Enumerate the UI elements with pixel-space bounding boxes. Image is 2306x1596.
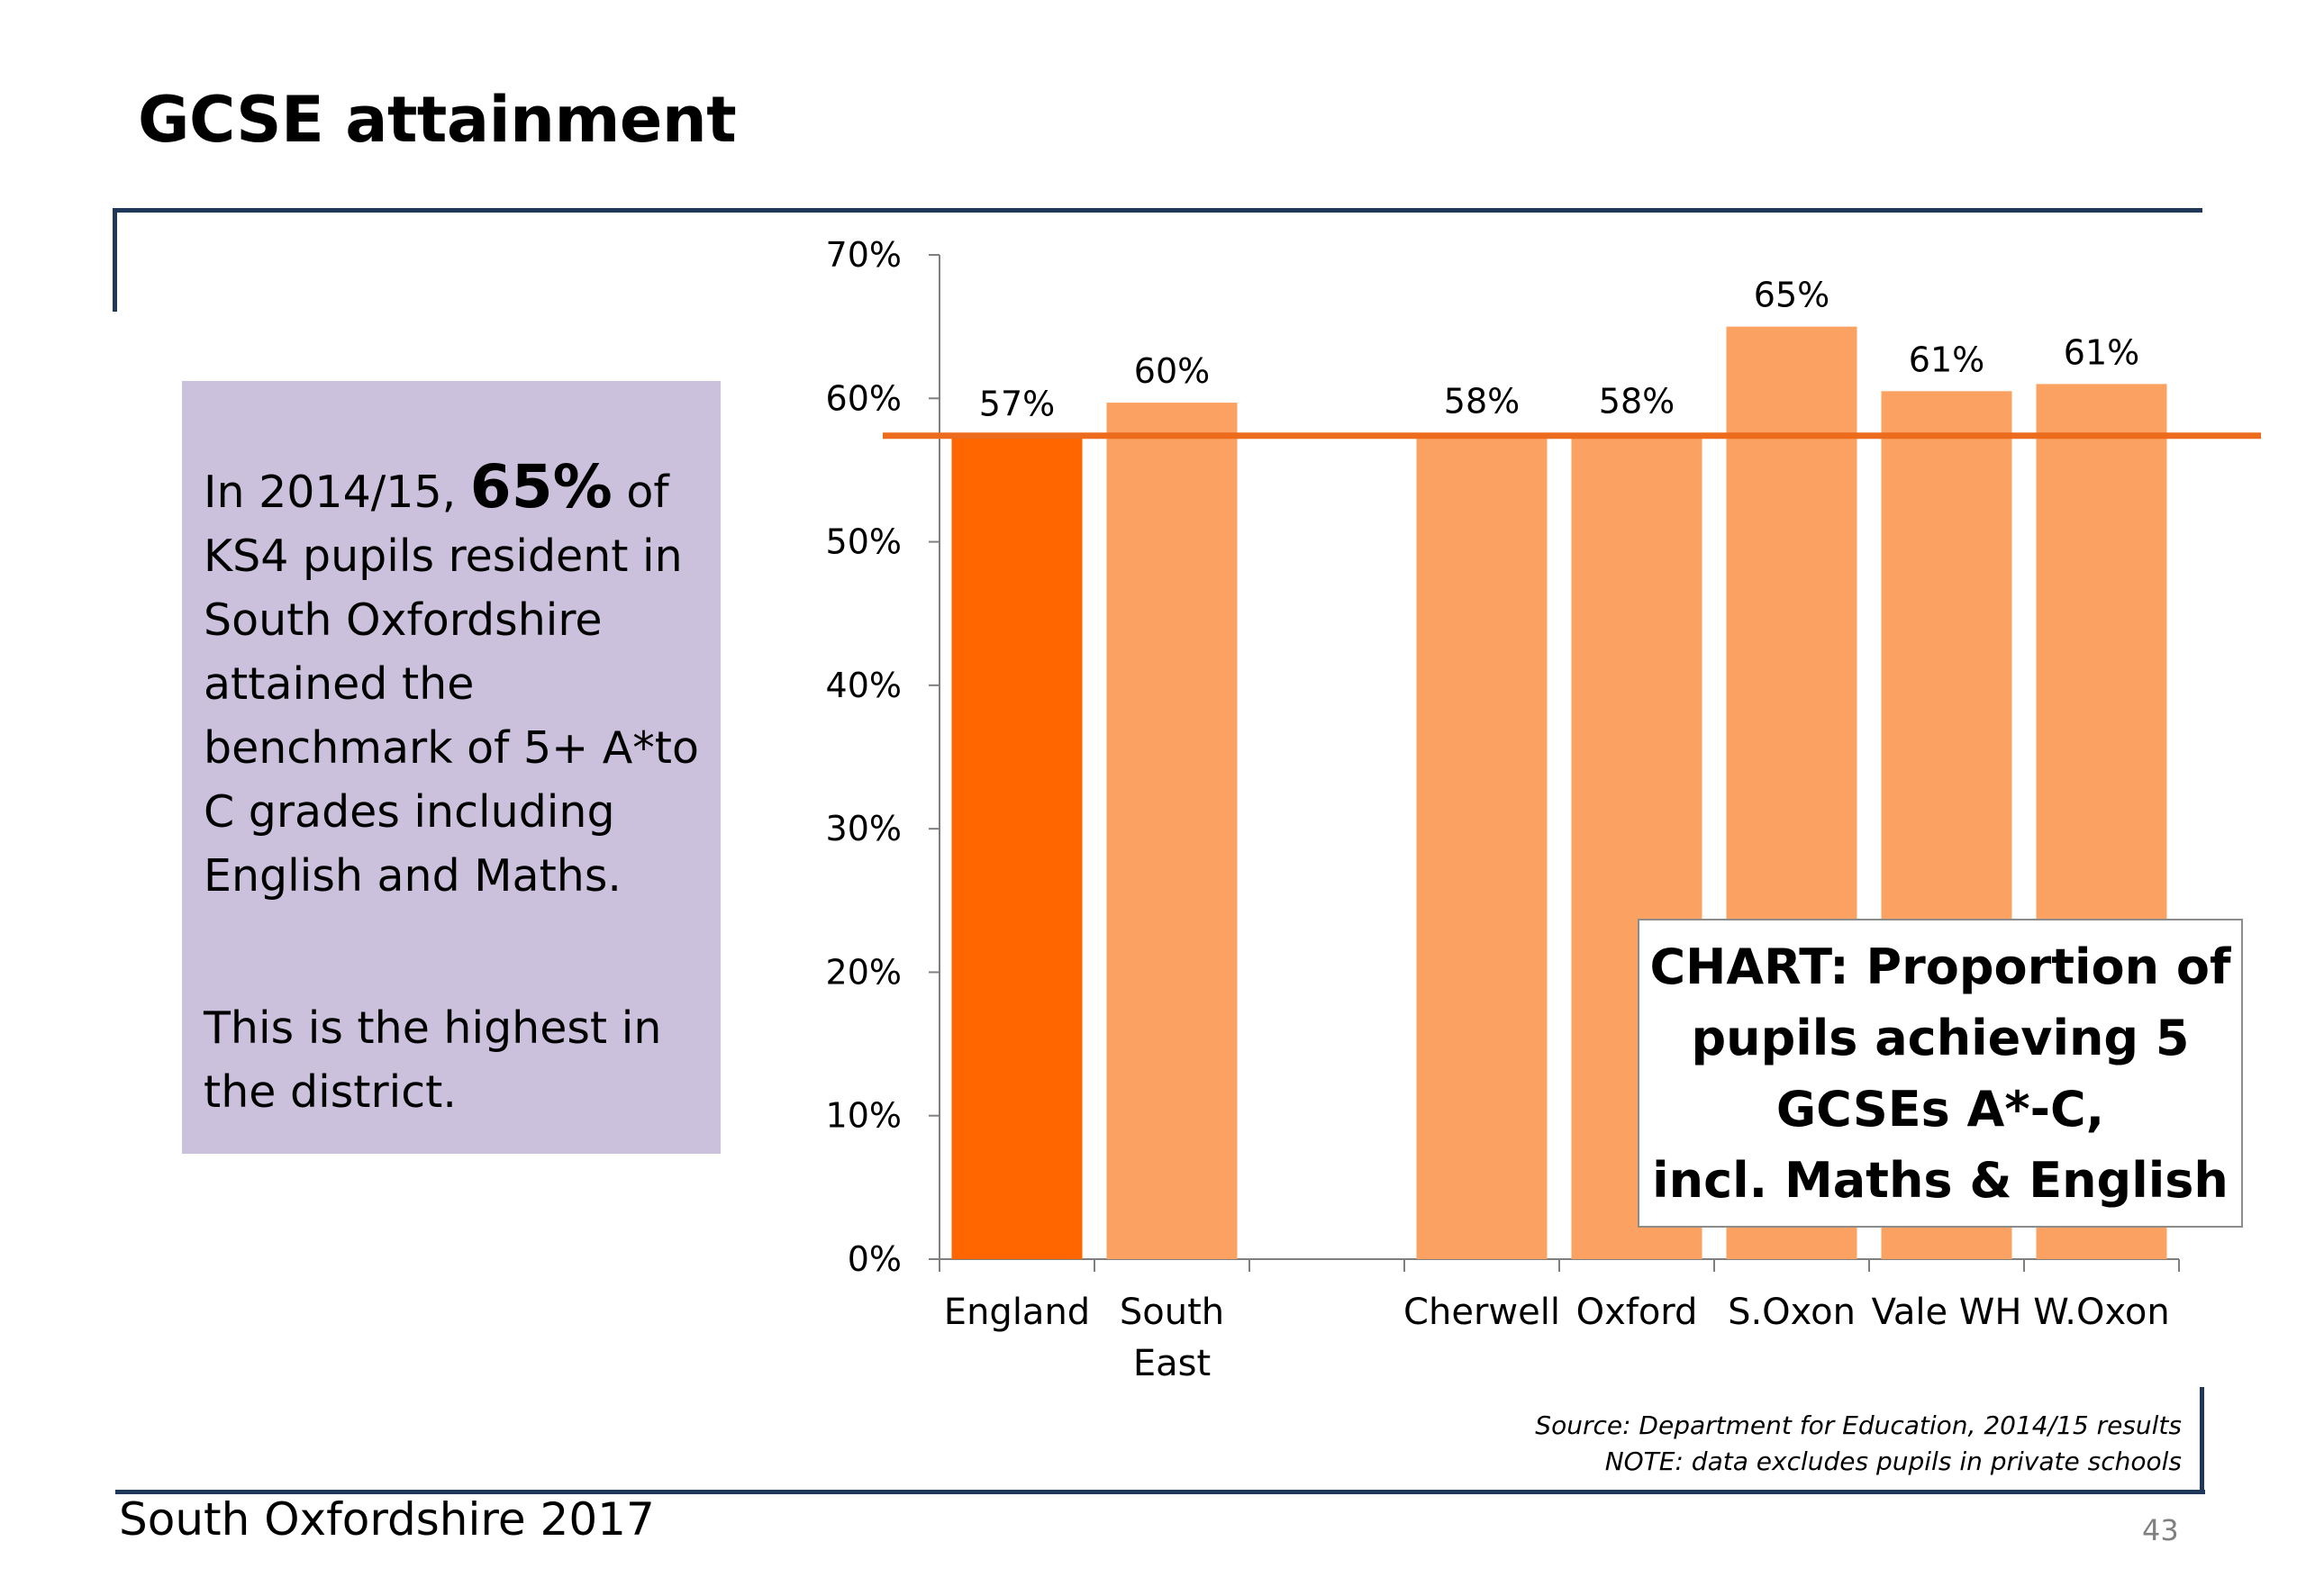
bar-value-label: 65%	[1754, 276, 1829, 315]
footer-label: South Oxfordshire 2017	[119, 1493, 655, 1546]
y-tick-label: 30%	[826, 809, 902, 848]
y-tick-label: 10%	[826, 1096, 902, 1136]
bar-value-label: 60%	[1134, 351, 1210, 391]
chart-caption-line-1: CHART: Proportion of	[1649, 938, 2231, 995]
x-category-label: East	[1133, 1343, 1211, 1384]
source-line: Source: Department for Education, 2014/1…	[1535, 1410, 2182, 1440]
x-category-label: Cherwell	[1403, 1292, 1560, 1333]
chart-caption-line-2: pupils achieving 5	[1691, 1009, 2190, 1066]
callout-prefix: In 2014/15,	[204, 467, 470, 518]
x-category-label: W.Oxon	[2033, 1292, 2169, 1333]
y-tick-label: 70%	[826, 235, 902, 275]
callout-paragraph-1: In 2014/15, 65% of KS4 pupils resident i…	[204, 455, 704, 908]
top-rule-left-tick	[113, 208, 117, 312]
bar-value-label: 58%	[1599, 382, 1675, 422]
x-category-label: Oxford	[1576, 1292, 1698, 1333]
bar	[951, 435, 1083, 1259]
chart-caption-box: CHART: Proportion of pupils achieving 5 …	[1638, 919, 2243, 1228]
bar-value-label: 61%	[1909, 340, 1984, 379]
bottom-rule	[115, 1490, 2205, 1494]
chart-caption-line-3: GCSEs A*-C,	[1775, 1080, 2105, 1138]
slide-title: GCSE attainment	[138, 83, 737, 157]
y-tick-label: 50%	[826, 522, 902, 562]
bar	[1416, 432, 1548, 1259]
callout-highlight: 65%	[469, 452, 613, 521]
bar-value-label: 61%	[2064, 332, 2139, 372]
note-line: NOTE: data excludes pupils in private sc…	[1604, 1446, 2182, 1476]
y-tick-label: 0%	[848, 1239, 902, 1279]
source-note: Source: Department for Education, 2014/1…	[1535, 1408, 2182, 1480]
bar-value-label: 57%	[979, 385, 1055, 424]
top-rule	[113, 208, 2202, 213]
bar-value-label: 58%	[1444, 382, 1520, 422]
page-number: 43	[2142, 1513, 2179, 1547]
y-tick-label: 40%	[826, 666, 902, 705]
callout-paragraph-2: This is the highest in the district.	[204, 1002, 662, 1118]
x-category-label: S.Oxon	[1728, 1292, 1856, 1333]
callout-rest: of KS4 pupils resident in South Oxfordsh…	[204, 467, 699, 902]
bar	[1106, 403, 1238, 1259]
callout-box: In 2014/15, 65% of KS4 pupils resident i…	[182, 381, 721, 1154]
x-category-label: Vale WH	[1872, 1292, 2022, 1333]
y-tick-label: 60%	[826, 378, 902, 418]
x-category-label: South	[1120, 1292, 1224, 1333]
x-category-label: England	[944, 1292, 1090, 1333]
y-tick-label: 20%	[826, 952, 902, 992]
chart-caption-line-4: incl. Maths & English	[1652, 1151, 2229, 1209]
bottom-rule-right-tick	[2200, 1387, 2204, 1494]
